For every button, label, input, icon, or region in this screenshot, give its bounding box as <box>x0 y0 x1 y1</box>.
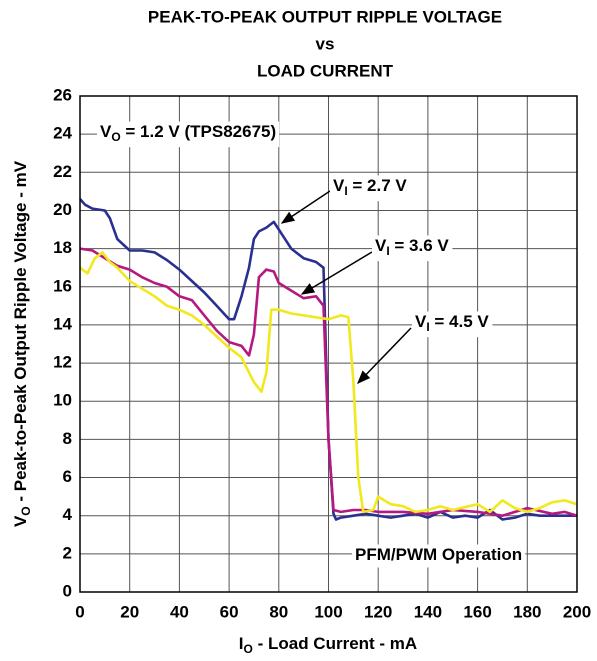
arrow <box>357 327 412 384</box>
grid <box>79 95 578 593</box>
x-tick-label: 140 <box>414 602 442 621</box>
x-tick-label: 80 <box>269 602 288 621</box>
y-tick-label: 24 <box>53 124 72 143</box>
label-background <box>352 544 526 568</box>
x-tick-label: 40 <box>170 602 189 621</box>
y-tick-label: 16 <box>53 276 72 295</box>
series-label-part: V <box>375 236 387 255</box>
series-label-part: I <box>386 244 389 258</box>
chart-title: PEAK-TO-PEAK OUTPUT RIPPLE VOLTAGE <box>148 7 502 26</box>
arrow <box>280 190 331 224</box>
y-axis-label-part: V <box>11 515 30 527</box>
x-axis-label: IO - Load Current - mA <box>239 634 417 656</box>
series-label: VI = 4.5 V <box>415 312 489 334</box>
annotation-part: PFM/PWM Operation <box>355 545 522 564</box>
y-axis-label: VO - Peak-to-Peak Output Ripple Voltage … <box>11 160 33 527</box>
series-label-part: V <box>415 312 427 331</box>
x-tick-label: 180 <box>513 602 541 621</box>
label-background <box>372 235 453 262</box>
x-tick-label: 160 <box>463 602 491 621</box>
plot-frame <box>79 95 578 593</box>
y-tick-label: 26 <box>53 85 72 104</box>
series-label-part: = 2.7 V <box>348 176 408 195</box>
annotation-part: = 1.2 V (TPS82675) <box>121 122 276 141</box>
y-tick-label: 2 <box>63 543 72 562</box>
y-tick-label: 22 <box>53 162 72 181</box>
label-background <box>330 175 411 202</box>
series-label-part: = 3.6 V <box>390 236 450 255</box>
x-tick-label: 20 <box>120 602 139 621</box>
y-tick-label: 18 <box>53 238 72 257</box>
series-label: VI = 2.7 V <box>333 176 407 198</box>
labels: PEAK-TO-PEAK OUTPUT RIPPLE VOLTAGE vs LOAD… <box>11 7 591 656</box>
annotation-part: V <box>100 122 112 141</box>
chart-title: LOAD CURRENT <box>257 61 394 80</box>
annotation: PFM/PWM Operation <box>355 545 522 564</box>
x-tick-label: 120 <box>364 602 392 621</box>
label-background <box>412 311 493 338</box>
x-axis-label-part: O <box>244 642 253 656</box>
y-tick-label: 10 <box>53 391 72 410</box>
series-label-part: I <box>426 320 429 334</box>
lines <box>79 198 578 521</box>
y-tick-label: 20 <box>53 200 72 219</box>
x-axis-label-part: I <box>239 634 244 653</box>
x-tick-label: 200 <box>563 602 591 621</box>
annotation-part: O <box>111 130 120 144</box>
y-tick-label: 8 <box>63 429 72 448</box>
y-tick-label: 0 <box>63 581 72 600</box>
series-label: VI = 3.6 V <box>375 236 449 258</box>
y-tick-label: 12 <box>53 353 72 372</box>
series-line <box>79 198 577 521</box>
series-label-part: I <box>344 184 347 198</box>
x-tick-label: 100 <box>314 602 342 621</box>
x-tick-label: 0 <box>75 602 84 621</box>
y-tick-label: 6 <box>63 467 72 486</box>
series-label-part: V <box>333 176 345 195</box>
series-line <box>79 247 578 517</box>
x-tick-label: 60 <box>220 602 239 621</box>
label-background <box>97 121 280 148</box>
y-tick-label: 14 <box>53 314 72 333</box>
arrow <box>300 251 373 295</box>
series-line <box>79 251 578 514</box>
y-axis-label-part: O <box>19 506 33 515</box>
y-tick-label: 4 <box>63 505 73 524</box>
series-label-part: = 4.5 V <box>430 312 490 331</box>
y-axis-label-part: - Peak-to-Peak Output Ripple Voltage - m… <box>11 160 30 506</box>
chart-title: vs <box>316 34 335 53</box>
annotation: VO = 1.2 V (TPS82675) <box>100 122 276 144</box>
x-axis-label-part: - Load Current - mA <box>253 634 417 653</box>
